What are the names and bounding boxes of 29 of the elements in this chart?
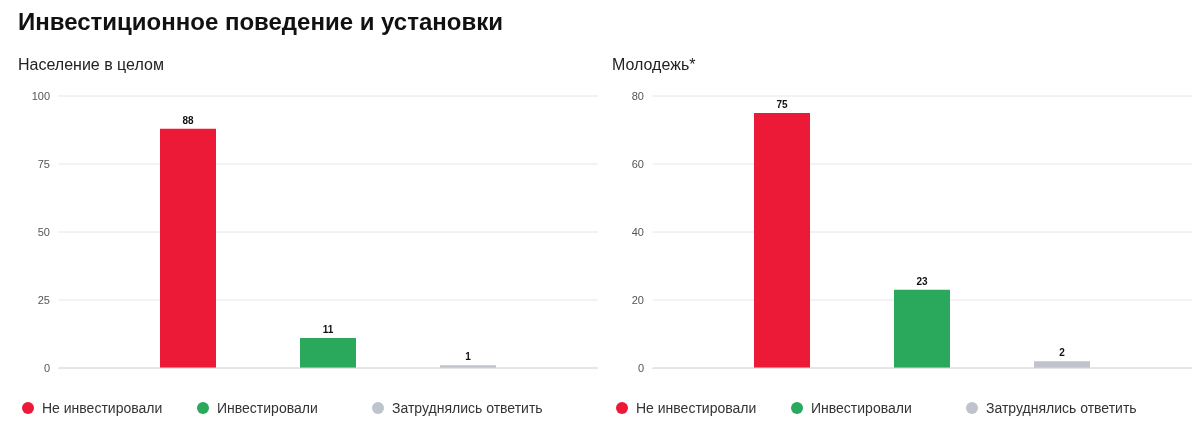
data-label: 2 <box>1059 347 1066 359</box>
data-label: 1 <box>465 351 472 363</box>
y-tick-label: 100 <box>31 89 50 102</box>
y-tick-label: 0 <box>637 361 644 374</box>
data-label: 75 <box>776 99 788 110</box>
data-label: 88 <box>182 114 194 126</box>
bar <box>894 289 950 368</box>
legend-label: Инвестировали <box>216 400 319 416</box>
data-label: 23 <box>916 275 928 287</box>
y-tick-label: 80 <box>631 89 644 102</box>
legend-label: Затруднялись ответить <box>391 400 544 416</box>
y-tick-label: 25 <box>37 293 50 306</box>
chart-subtitle: Население в целом <box>18 56 165 75</box>
legend-label: Не инвестировали <box>41 400 164 416</box>
y-tick-label: 40 <box>631 225 644 238</box>
legend-label: Затруднялись ответить <box>985 400 1138 416</box>
legend-label: Инвестировали <box>810 400 913 416</box>
chart-subtitle: Молодежь* <box>612 56 697 75</box>
y-tick-label: 60 <box>631 157 644 170</box>
y-tick-label: 75 <box>37 157 50 170</box>
y-tick-label: 0 <box>43 361 50 374</box>
bar <box>754 113 810 368</box>
legend-label: Не инвестировали <box>635 400 758 416</box>
chart-title: Инвестиционное поведение и установки <box>18 8 503 36</box>
bar <box>160 128 216 368</box>
data-label: 11 <box>322 324 334 336</box>
bar <box>300 338 356 368</box>
y-tick-label: 50 <box>37 225 50 238</box>
y-tick-label: 20 <box>631 293 644 306</box>
